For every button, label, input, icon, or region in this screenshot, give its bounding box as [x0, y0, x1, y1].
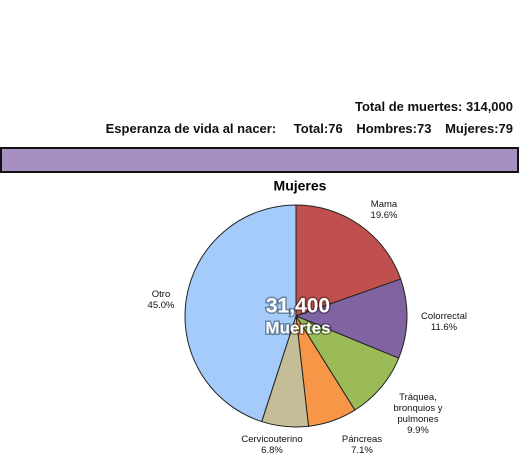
slice-value-label: 45.0%: [147, 300, 175, 311]
slice-label: Otro: [151, 289, 171, 300]
slice-label: Cervicouterino: [241, 434, 303, 445]
section-band: [0, 147, 519, 173]
slice-value-label: 9.9%: [407, 425, 429, 436]
slice-label: Mama: [370, 199, 398, 210]
slice-label: Colorrectal: [421, 311, 467, 322]
slice-label: Tráquea, bronquios y pulmones: [393, 392, 443, 425]
slice-label: Páncreas: [341, 434, 383, 445]
center-label: Muertes: [265, 318, 330, 337]
slice-value-label: 6.8%: [261, 445, 283, 456]
center-label: 31,400: [266, 295, 330, 318]
chart-title: Mujeres: [274, 178, 327, 194]
life-expectancy-label: Esperanza de vida al nacer:: [105, 121, 277, 136]
slice-value-label: 11.6%: [430, 322, 458, 333]
slice-value-label: 19.6%: [370, 210, 398, 221]
pie-slice: [294, 278, 408, 359]
life-expectancy-men: Hombres:73: [356, 121, 432, 136]
total-deaths: Total de muertes: 314,000: [355, 99, 513, 114]
slice-value-label: 7.1%: [351, 445, 373, 456]
pie-slice: [184, 204, 297, 423]
life-expectancy: Esperanza de vida al nacer: Total:76 Hom…: [96, 121, 513, 136]
life-expectancy-women: Mujeres:79: [445, 121, 513, 136]
life-expectancy-total: Total:76: [293, 121, 343, 136]
